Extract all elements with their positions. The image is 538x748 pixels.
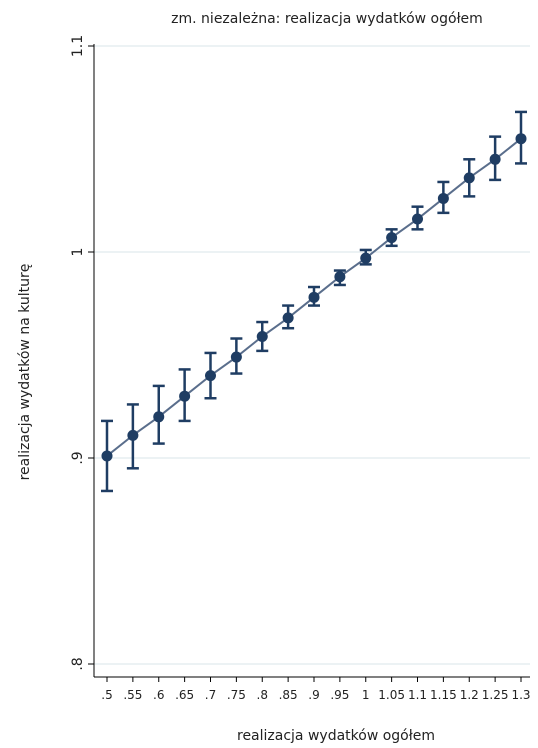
data-point [515,133,527,145]
y-tick-label: .8 [70,657,86,670]
y-tick-label: 1.1 [70,35,86,57]
x-tick-label: .65 [175,688,194,702]
data-point [153,411,165,423]
x-tick-label: .6 [153,688,164,702]
x-tick-label: .55 [123,688,142,702]
data-point [308,291,320,303]
x-tick-label: 1.1 [408,688,427,702]
data-point [205,370,216,382]
data-point [437,192,449,204]
x-tick-label: 1.2 [460,688,479,702]
series [101,110,527,493]
y-axis-label: realizacja wydatków na kulturę [17,264,33,481]
x-tick-label: .5 [101,688,112,702]
x-axis-label: realizacja wydatków ogółem [237,728,435,744]
x-tick-label: 1.25 [482,688,509,702]
data-point [412,213,423,225]
data-point [230,351,242,363]
y-tick-label: 1 [70,248,86,257]
data-point [179,390,191,402]
data-point [463,172,475,184]
data-point [127,429,139,441]
data-point [334,271,346,283]
data-point [386,232,398,244]
y-tick-label: .9 [70,451,86,464]
x-tick-label: 1 [362,688,370,702]
x-tick-label: .95 [330,688,349,702]
x-tick-label: .75 [227,688,246,702]
x-axis-ticks: .5.55.6.65.7.75.8.85.9.95 1 1.05 1.1 1.15 1.2… [101,677,531,702]
chart-title: zm. niezależna: realizacja wydatków ogół… [171,11,483,27]
data-point [360,252,372,264]
x-tick-label: .85 [279,688,298,702]
gridlines [94,45,530,665]
x-tick-label: .9 [308,688,319,702]
x-tick-label: 1.15 [430,688,457,702]
y-axis-ticks: .8 .9 1 1.1 [70,35,94,671]
x-tick-label: 1.05 [378,688,405,702]
data-point [489,153,501,165]
data-point [101,450,113,462]
axes [93,44,530,678]
x-tick-label: 1.3 [511,688,530,702]
data-point [256,330,268,342]
x-tick-label: .7 [205,688,216,702]
data-point [282,312,294,324]
x-tick-label: .8 [257,688,268,702]
